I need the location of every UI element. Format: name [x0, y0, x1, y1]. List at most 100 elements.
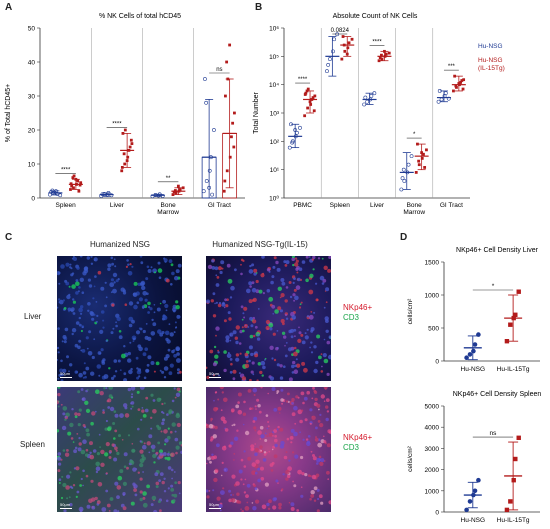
- cell-dot: [223, 467, 228, 472]
- cell-dot: [293, 431, 298, 437]
- cell-dot: [97, 270, 102, 275]
- cell-dot: [316, 509, 320, 512]
- data-point: [123, 128, 127, 132]
- cell-dot: [217, 351, 220, 354]
- y-tick-label: 10⁶: [269, 26, 279, 33]
- cell-dot: [272, 435, 274, 437]
- cell-dot: [320, 353, 323, 355]
- cell-dot: [108, 387, 113, 390]
- cell-dot: [102, 358, 106, 362]
- cell-dot: [310, 351, 314, 354]
- cell-dot: [271, 461, 275, 465]
- cell-dot: [293, 351, 298, 357]
- cell-dot: [243, 400, 246, 404]
- data-point: [225, 169, 229, 173]
- cell-dot: [303, 367, 308, 373]
- cell-dot: [290, 507, 295, 511]
- cell-dot: [288, 281, 292, 284]
- cell-dot: [328, 430, 331, 435]
- cell-dot: [58, 478, 62, 481]
- cell-dot: [136, 367, 139, 370]
- cell-dot: [62, 449, 66, 452]
- cell-dot: [105, 442, 110, 447]
- cell-dot: [324, 316, 329, 321]
- cell-dot: [234, 268, 237, 272]
- cell-dot: [64, 327, 69, 332]
- micrograph-texture: [206, 256, 331, 381]
- cell-dot: [152, 453, 157, 459]
- cell-dot: [220, 474, 223, 477]
- data-point: [72, 186, 75, 190]
- cell-dot: [246, 483, 251, 488]
- cell-dot: [57, 351, 60, 354]
- cell-dot: [216, 276, 220, 279]
- cell-dot: [91, 317, 95, 321]
- cell-dot: [134, 493, 138, 497]
- data-point: [511, 478, 516, 483]
- y-axis-label: Total Number: [253, 92, 260, 134]
- cell-dot: [258, 289, 263, 294]
- cell-dot: [104, 427, 108, 431]
- cell-dot: [273, 358, 277, 362]
- cell-dot: [96, 452, 100, 456]
- cell-dot: [221, 461, 224, 464]
- cell-dot: [317, 442, 323, 448]
- cell-dot: [285, 400, 289, 403]
- data-point: [210, 192, 215, 197]
- cell-dot: [282, 322, 285, 326]
- cell-dot: [281, 402, 284, 405]
- cell-dot: [307, 435, 311, 438]
- cell-dot: [266, 289, 271, 293]
- data-point: [508, 499, 513, 504]
- data-point: [233, 111, 236, 115]
- cell-dot: [150, 503, 154, 507]
- cell-dot: [291, 412, 296, 417]
- cell-dot: [222, 301, 225, 305]
- chart-title: Absolute Count of NK Cells: [333, 13, 418, 20]
- data-point: [128, 145, 132, 149]
- cell-dot: [144, 347, 148, 351]
- cell-dot: [166, 339, 171, 344]
- cell-dot: [274, 438, 278, 443]
- cell-dot: [286, 474, 291, 479]
- data-point: [232, 145, 236, 149]
- cell-dot: [150, 444, 156, 450]
- cell-dot: [131, 443, 134, 445]
- cell-dot: [86, 389, 89, 391]
- data-point: [69, 182, 73, 186]
- cell-dot: [144, 298, 148, 302]
- y-tick-label: 2000: [425, 467, 440, 474]
- y-axis-label: cells/cm²: [407, 298, 414, 324]
- cell-dot: [307, 474, 311, 477]
- cell-dot: [127, 271, 133, 276]
- cell-dot: [206, 366, 208, 369]
- cell-dot: [57, 377, 60, 380]
- cell-dot: [81, 326, 84, 329]
- cell-dot: [292, 293, 296, 297]
- cell-dot: [67, 431, 72, 436]
- cell-dot: [60, 359, 63, 363]
- cell-dot: [82, 376, 85, 379]
- cell-dot: [265, 326, 270, 330]
- y-tick-label: 10⁵: [269, 54, 279, 61]
- cell-dot: [84, 375, 87, 379]
- x-tick-label: Hu-NSG: [461, 517, 486, 524]
- cell-dot: [232, 330, 237, 335]
- cell-dot: [71, 272, 75, 275]
- cell-dot: [253, 426, 257, 430]
- cell-dot: [88, 498, 93, 504]
- micrograph-texture: [206, 387, 331, 512]
- cell-dot: [230, 498, 236, 503]
- cell-dot: [308, 256, 311, 258]
- cell-dot: [168, 411, 172, 415]
- cell-dot: [171, 493, 174, 497]
- cell-dot: [157, 500, 161, 504]
- cell-dot: [292, 281, 295, 284]
- scalebar: 50μm: [209, 371, 221, 378]
- cell-dot: [273, 497, 277, 501]
- cell-dot: [79, 256, 83, 258]
- cell-dot: [168, 323, 171, 326]
- cell-dot: [178, 315, 181, 319]
- cell-dot: [80, 329, 83, 333]
- data-point: [303, 93, 307, 96]
